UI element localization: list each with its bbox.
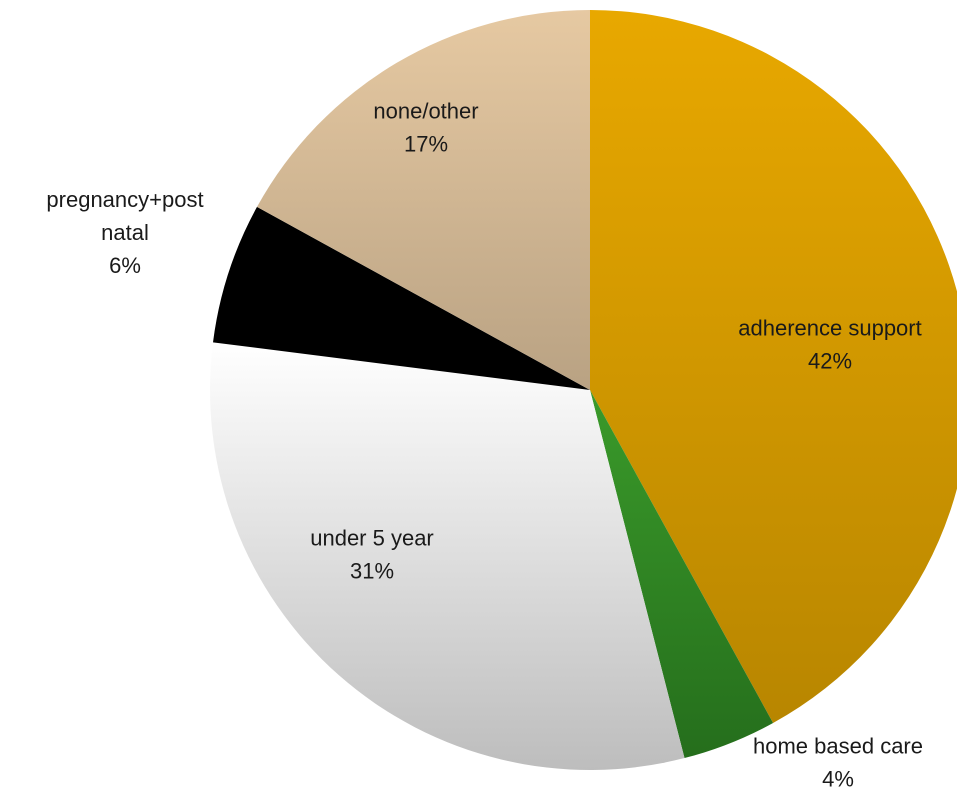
slice-name: natal: [101, 220, 149, 245]
slice-label-adherence-support: adherence support 42%: [738, 316, 921, 374]
pie-slices: [210, 10, 957, 770]
slice-percent: 17%: [404, 132, 448, 157]
pie-slice-pregnancy-post-natal: [213, 206, 590, 390]
slice-label-under-5-year: under 5 year 31%: [310, 526, 434, 584]
slice-percent: 6%: [109, 253, 141, 278]
pie-slice-home-based-care: [590, 390, 774, 759]
slice-percent: 31%: [350, 559, 394, 584]
slice-name: under 5 year: [310, 526, 434, 551]
slice-percent: 4%: [822, 767, 854, 792]
slice-name: pregnancy+post: [46, 187, 203, 212]
slice-label-pregnancy-post-natal: pregnancy+post natal 6%: [46, 187, 203, 278]
pie-slice-none-other: [257, 10, 590, 390]
slice-label-none-other: none/other 17%: [373, 99, 478, 157]
slice-name: adherence support: [738, 316, 921, 341]
slice-percent: 42%: [808, 349, 852, 374]
pie-labels: adherence support 42% home based care 4% und…: [46, 99, 923, 792]
pie-slice-under-5-year: [210, 342, 685, 770]
slice-name: none/other: [373, 99, 478, 124]
pie-slice-adherence-support: [590, 10, 957, 723]
slice-label-home-based-care: home based care 4%: [753, 734, 923, 792]
slice-name: home based care: [753, 734, 923, 759]
